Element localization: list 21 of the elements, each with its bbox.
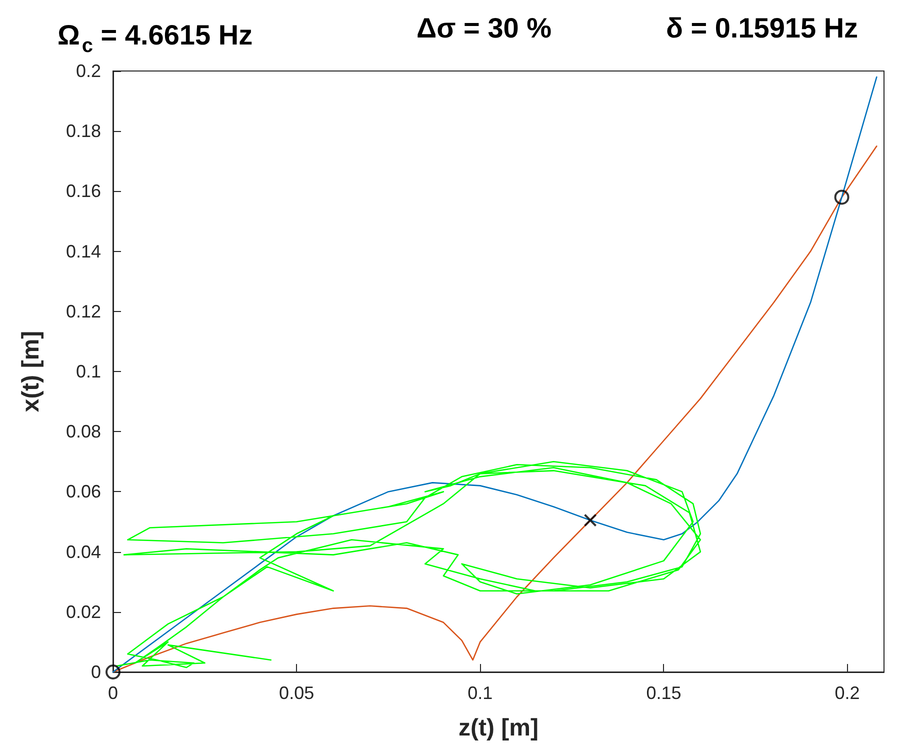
- y-tick-label: 0.2: [76, 61, 101, 81]
- y-tick-label: 0.16: [66, 181, 101, 202]
- y-axis-title: x(t) [m]: [18, 330, 44, 412]
- point: [106, 664, 120, 680]
- y-tick-label: 0.08: [66, 422, 101, 442]
- y-tick-label: 0.04: [66, 542, 101, 562]
- y-tick-label: 0: [90, 662, 101, 682]
- point: [584, 514, 597, 527]
- x-axis-title: z(t) [m]: [458, 714, 538, 742]
- x-tick-label: 0: [108, 683, 118, 703]
- x-tick-label: 0.1: [468, 683, 493, 703]
- y-tick-label: 0.02: [66, 602, 101, 622]
- y-tick-label: 0.18: [66, 121, 101, 142]
- x-tick-label: 0.05: [279, 683, 314, 703]
- y-tick-label: 0.06: [66, 482, 101, 502]
- y-tick-label: 0.1: [76, 362, 101, 382]
- x-tick-label: 0.15: [646, 683, 682, 703]
- x-tick-label: 0.2: [834, 683, 860, 703]
- y-tick-label: 0.14: [66, 241, 101, 262]
- y-tick-label: 0.12: [66, 301, 101, 322]
- point: [834, 190, 850, 205]
